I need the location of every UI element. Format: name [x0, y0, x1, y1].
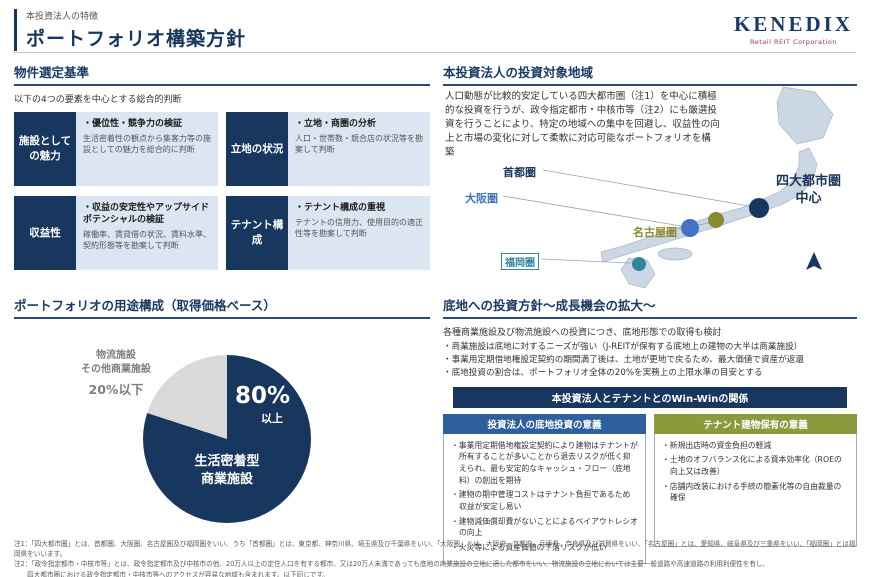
region-marker-fukuoka: [632, 257, 646, 271]
column-bullet: 建物減価償却費がないことによるペイアウトレシオの向上: [451, 516, 638, 539]
land-points: 商業施設は底地に対するニーズが強い（J-REITが保有する底地上の建物の大半は商…: [443, 341, 857, 380]
criteria-card-facility: 施設としての魅力 ・優位性・競争力の検証 生活密着性の観点から集客力等の施設とし…: [14, 112, 218, 186]
footnote-2-continued: 四大都市圏における政令指定都市・中核市等へのアクセスが容易な地域も含まれます。以…: [14, 570, 329, 577]
criteria-card-location: 立地の状況 ・立地・商圏の分析 人口・世帯数・競合店の状況等を勘案して判断: [226, 112, 430, 186]
criteria-heading: ・収益の安定性やアップサイドポテンシャルの検証: [83, 203, 210, 226]
column-header: テナント建物保有の意義: [654, 413, 857, 434]
land-lead: 各種商業施設及び物流施設への投資につき、底地形態での取得も検討: [443, 328, 722, 338]
criteria-grid: 施設としての魅力 ・優位性・競争力の検証 生活密着性の観点から集客力等の施設とし…: [14, 112, 430, 270]
main-slice-label: 生活密着型 商業施設: [194, 454, 260, 487]
column-bullet: 店舗内改装における手続の簡素化等の自由裁量の確保: [662, 481, 849, 504]
map-label-fukuoka: 福岡圏: [501, 253, 539, 270]
main-slice-value: 80%: [235, 383, 291, 409]
criteria-text: 人口・世帯数・競合店の状況等を勘案して判断: [295, 134, 423, 155]
region-marker-nagoya: [708, 212, 724, 228]
main-slice-value-block: 80% 以上: [235, 385, 290, 426]
section-portfolio-composition: ポートフォリオの用途構成（取得価格ベース） 物流施設 その他商業施設 20%以下…: [14, 295, 430, 549]
column-body: 新規出店時の資金負担の軽減 土地のオフバランス化による資本効率化（ROEの向上又…: [654, 433, 857, 547]
company-logo: KENEDIX Retail REIT Corporation: [734, 12, 853, 46]
secondary-slice-value: 20%以下: [88, 382, 144, 397]
criteria-text: 稼働率、賃貸借の状況、賃料水準、契約形態等を勘案して判断: [83, 230, 211, 251]
page-title: ポートフォリオ構築方針: [26, 28, 247, 50]
region-marker-shutoken: [749, 198, 769, 218]
section-selection-criteria: 物件選定基準 以下の4つの要素を中心とする総合的判断 施設としての魅力 ・優位性…: [14, 62, 430, 270]
column-body: 事業用定期借地権設定契約により建物はテナントが所有することが多いことから退去リス…: [443, 433, 646, 564]
criteria-label: 立地の状況: [226, 112, 288, 186]
section-title: 本投資法人の投資対象地域: [443, 62, 857, 86]
column-tenant-significance: テナント建物保有の意義 新規出店時の資金負担の軽減 土地のオフバランス化による資…: [654, 413, 857, 564]
criteria-body: ・収益の安定性やアップサイドポテンシャルの検証 稼働率、賃貸借の状況、賃料水準、…: [76, 196, 218, 270]
region-marker-osaka: [681, 219, 699, 237]
map-label-four-metro: 四大都市圏 中心: [776, 174, 842, 206]
column-bullet: 建物の期中管理コストはテナント負担であるため収益が安定し易い: [451, 489, 638, 512]
win-columns: 投資法人の底地投資の意義 事業用定期借地権設定契約により建物はテナントが所有する…: [443, 413, 857, 564]
criteria-text: テナントの信用力、使用目的の適正性等を勘案して判断: [295, 218, 423, 239]
land-point: 事業用定期借地権設定契約の期間満了後は、土地が更地で戻るため、最大価値で資産が返…: [443, 354, 857, 367]
criteria-label: 収益性: [14, 196, 76, 270]
selection-intro: 以下の4つの要素を中心とする総合的判断: [14, 95, 182, 105]
criteria-label: 施設としての魅力: [14, 112, 76, 186]
pie-chart: 80% 以上 生活密着型 商業施設: [143, 355, 311, 523]
land-point: 底地投資の割合は、ポートフォリオ全体の20%を実務上の上限水準の目安とする: [443, 367, 857, 380]
criteria-body: ・テナント構成の重視 テナントの信用力、使用目的の適正性等を勘案して判断: [288, 196, 430, 270]
logo-subtitle: Retail REIT Corporation: [750, 38, 837, 46]
secondary-slice-label: 物流施設 その他商業施設: [81, 350, 151, 375]
criteria-card-profitability: 収益性 ・収益の安定性やアップサイドポテンシャルの検証 稼働率、賃貸借の状況、賃…: [14, 196, 218, 270]
criteria-card-tenant: テナント構成 ・テナント構成の重視 テナントの信用力、使用目的の適正性等を勘案し…: [226, 196, 430, 270]
section-title: 底地への投資方針～成長機会の拡大～: [443, 295, 857, 319]
column-bullet: 新規出店時の資金負担の軽減: [662, 440, 849, 452]
section-title: 物件選定基準: [14, 62, 430, 86]
region-description: 人口動態が比較的安定している四大都市圏（注1）を中心に積極的な投資を行うが、政令…: [445, 91, 720, 159]
column-header: 投資法人の底地投資の意義: [443, 413, 646, 434]
pie-secondary-label-block: 物流施設 その他商業施設 20%以下: [52, 349, 180, 398]
section-land-policy: 底地への投資方針～成長機会の拡大～ 各種商業施設及び物流施設への投資につき、底地…: [443, 295, 857, 564]
island-hokkaido: [776, 86, 834, 145]
map-label-nagoya: 名古屋圏: [633, 226, 677, 239]
win-win-banner: 本投資法人とテナントとのWin-Winの関係: [453, 386, 847, 408]
island-honshu: [600, 147, 818, 263]
footnote-1: 注1：「四大都市圏」とは、首都圏、大阪圏、名古屋圏及び福岡圏をいい、うち「首都圏…: [14, 540, 856, 559]
column-bullet: 土地のオフバランス化による資本効率化（ROEの向上又は改善）: [662, 454, 849, 477]
criteria-label: テナント構成: [226, 196, 288, 270]
compass-icon: [806, 252, 822, 270]
footnotes: 注1：「四大都市圏」とは、首都圏、大阪圏、名古屋圏及び福岡圏をいい、うち「首都圏…: [14, 539, 856, 577]
logo-wordmark: KENEDIX: [733, 12, 853, 36]
criteria-body: ・立地・商圏の分析 人口・世帯数・競合店の状況等を勘案して判断: [288, 112, 430, 186]
footnote-2: 注2：「政令指定都市・中核市等」とは、政令指定都市及び中核市の他、20万人以上の…: [14, 560, 770, 569]
header: 本投資法人の特徴 ポートフォリオ構築方針: [14, 9, 246, 51]
column-bullet: 事業用定期借地権設定契約により建物はテナントが所有することが多いことから退去リス…: [451, 440, 638, 487]
criteria-body: ・優位性・競争力の検証 生活密着性の観点から集客力等の施設としての魅力を総合的に…: [76, 112, 218, 186]
criteria-heading: ・優位性・競争力の検証: [83, 119, 183, 129]
section-target-region: 本投資法人の投資対象地域 人口動態が比較的安定している四大都市圏（注1）を中心に…: [443, 62, 857, 298]
section-title: ポートフォリオの用途構成（取得価格ベース）: [14, 295, 430, 319]
island-kyushu: [620, 257, 656, 289]
land-point: 商業施設は底地に対するニーズが強い（J-REITが保有する底地上の建物の大半は商…: [443, 341, 857, 354]
map-label-osaka: 大阪圏: [465, 192, 498, 205]
pie-area: 物流施設 その他商業施設 20%以下 80% 以上 生活密着型 商業施設: [14, 321, 430, 549]
criteria-heading: ・テナント構成の重視: [295, 203, 386, 213]
main-slice-suffix: 以上: [261, 412, 283, 425]
criteria-heading: ・立地・商圏の分析: [295, 119, 377, 129]
breadcrumb: 本投資法人の特徴: [26, 12, 99, 22]
japan-map-svg: [502, 86, 834, 289]
header-divider: [14, 52, 856, 53]
island-shikoku: [657, 247, 693, 261]
column-reit-significance: 投資法人の底地投資の意義 事業用定期借地権設定契約により建物はテナントが所有する…: [443, 413, 646, 564]
japan-map: 首都圏 大阪圏 名古屋圏 福岡圏 四大都市圏 中心: [443, 86, 857, 298]
japan-landmass: [600, 86, 834, 289]
criteria-text: 生活密着性の観点から集客力等の施設としての魅力を総合的に判断: [83, 134, 211, 155]
map-label-shutoken: 首都圏: [503, 166, 536, 179]
column-bullet: 火災等による資産価値の下落リスクが低い: [451, 542, 638, 554]
